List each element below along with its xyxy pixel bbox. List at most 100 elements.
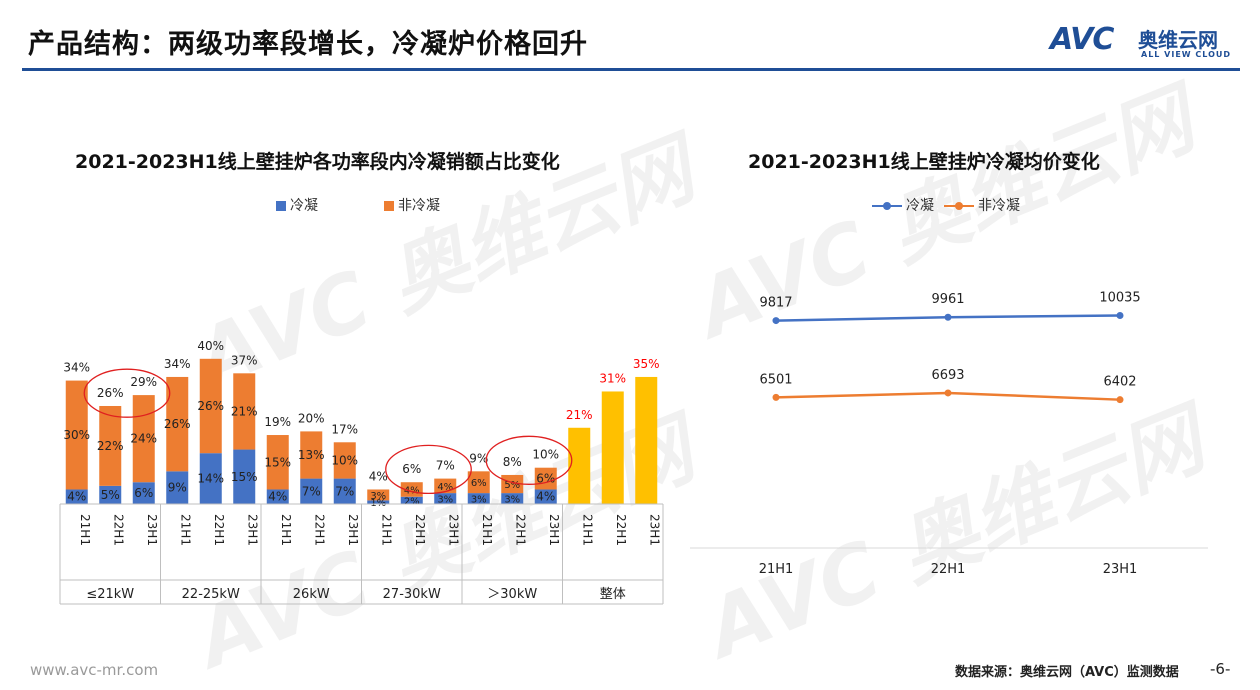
bar-condensing bbox=[501, 493, 524, 504]
data-label-total: 10% bbox=[532, 448, 559, 462]
bar-non-condensing bbox=[233, 373, 256, 450]
data-point bbox=[1116, 312, 1124, 320]
data-label-condensing: 3% bbox=[437, 495, 453, 506]
bar-legend-condensing: 冷凝 bbox=[276, 195, 318, 215]
group-label: ＞30kW bbox=[487, 587, 537, 602]
group-label: ≤21kW bbox=[86, 587, 134, 602]
data-label-non-condensing: 10% bbox=[331, 453, 358, 467]
highlight-circle bbox=[485, 435, 573, 485]
header-divider bbox=[22, 68, 1240, 71]
data-label-non-condensing: 5% bbox=[504, 480, 520, 491]
data-label-condensing: 7% bbox=[335, 484, 354, 498]
line-legend-non-condensing: 非冷凝 bbox=[944, 195, 1020, 215]
legend-label: 非冷凝 bbox=[398, 198, 440, 214]
data-label-condensing: 2% bbox=[404, 496, 420, 507]
bar-condensing bbox=[233, 449, 256, 504]
data-label-total: 17% bbox=[331, 422, 358, 436]
data-label-non-condensing: 30% bbox=[63, 428, 90, 442]
line-legend-condensing: 冷凝 bbox=[872, 195, 934, 215]
bar-condensing bbox=[266, 489, 289, 504]
bar-condensing bbox=[65, 489, 88, 504]
data-label-non-condensing: 21% bbox=[231, 404, 258, 418]
logo-chinese-name: 奥维云网 bbox=[1138, 28, 1218, 52]
data-point bbox=[1116, 396, 1124, 404]
legend-line-condensing bbox=[872, 202, 902, 210]
group-label: 26kW bbox=[293, 587, 330, 602]
data-label-total: 34% bbox=[63, 361, 90, 375]
data-label-total: 6% bbox=[402, 462, 421, 476]
group-label: 22-25kW bbox=[182, 587, 240, 602]
bar-condensing bbox=[434, 493, 457, 504]
bar-non-condensing bbox=[501, 474, 524, 494]
data-label-total: 7% bbox=[436, 459, 455, 473]
page-title: 产品结构：两级功率段增长，冷凝炉价格回升 bbox=[28, 29, 588, 60]
x-tick-label: 22H1 bbox=[111, 514, 125, 546]
x-tick-label: 23H1 bbox=[1103, 562, 1138, 577]
line-chart-title: 2021-2023H1线上壁挂炉冷凝均价变化 bbox=[748, 151, 1100, 173]
bar-condensing bbox=[166, 471, 189, 504]
data-label-non-condensing: 26% bbox=[164, 417, 191, 431]
x-tick-label: 22H1 bbox=[312, 514, 326, 546]
logo-english-name: ALL VIEW CLOUD bbox=[1141, 50, 1232, 59]
bar-condensing bbox=[467, 493, 490, 504]
avc-logo: AVC 奥维云网 ALL VIEW CLOUD bbox=[1050, 22, 1245, 62]
data-label-condensing: 6% bbox=[134, 486, 153, 500]
legend-label: 非冷凝 bbox=[978, 198, 1020, 214]
highlight-circle bbox=[385, 444, 472, 495]
bar-condensing bbox=[300, 478, 323, 504]
x-tick-label: 21H1 bbox=[178, 514, 192, 546]
stacked-bar-chart: 4% 30% 34% 21H1 5% 22% 26% 22H1 6% 24% 29% 23H1 9% 26… bbox=[59, 339, 664, 605]
group-label: 27-30kW bbox=[383, 587, 441, 602]
data-label-condensing: 4% bbox=[268, 490, 287, 504]
legend-label: 冷凝 bbox=[906, 198, 934, 214]
data-label-total: 8% bbox=[503, 455, 522, 469]
bar-condensing bbox=[367, 500, 390, 504]
logo-mark: AVC bbox=[1050, 22, 1114, 57]
x-tick-label: 22H1 bbox=[212, 514, 226, 546]
bar-condensing bbox=[99, 485, 122, 504]
data-label-total: 19% bbox=[264, 415, 291, 429]
bar-non-condensing bbox=[166, 376, 189, 472]
x-tick-label: 21H1 bbox=[480, 514, 494, 546]
data-label-total: 34% bbox=[164, 357, 191, 371]
page-number: -6- bbox=[1210, 660, 1231, 678]
data-label: 10035 bbox=[1099, 291, 1140, 306]
data-label-non-condensing: 22% bbox=[97, 439, 124, 453]
bar-condensing bbox=[400, 496, 423, 504]
data-label-total: 31% bbox=[599, 371, 626, 385]
data-label-total: 35% bbox=[633, 357, 660, 371]
legend-label: 冷凝 bbox=[290, 198, 318, 214]
footer-url: www.avc-mr.com bbox=[30, 661, 159, 679]
data-label-condensing: 4% bbox=[67, 490, 86, 504]
data-label-condensing: 7% bbox=[302, 484, 321, 498]
data-point bbox=[944, 389, 952, 397]
data-label-total: 29% bbox=[130, 375, 157, 389]
bar-non-condensing bbox=[266, 435, 289, 490]
data-label: 6402 bbox=[1103, 375, 1136, 390]
bar-non-condensing bbox=[333, 442, 356, 479]
bar-non-condensing bbox=[99, 405, 122, 486]
x-tick-label: 21H1 bbox=[759, 562, 794, 577]
bar-condensing bbox=[534, 489, 557, 504]
data-label-total: 26% bbox=[97, 386, 124, 400]
x-tick-label: 21H1 bbox=[279, 514, 293, 546]
data-label-condensing: 14% bbox=[197, 472, 224, 486]
data-point bbox=[944, 313, 952, 321]
data-label-non-condensing: 6% bbox=[471, 478, 487, 489]
data-label-non-condensing: 24% bbox=[130, 432, 157, 446]
footer-data-source: 数据来源：奥维云网（AVC）监测数据 bbox=[955, 665, 1179, 680]
data-label-total: 40% bbox=[197, 339, 224, 353]
bar-non-condensing bbox=[65, 380, 88, 490]
data-label-non-condensing: 15% bbox=[264, 455, 291, 469]
data-label-total: 9% bbox=[469, 451, 488, 465]
data-point bbox=[772, 393, 780, 401]
data-label-total: 4% bbox=[369, 469, 388, 483]
x-tick-label: 23H1 bbox=[446, 514, 460, 546]
data-label-total: 37% bbox=[231, 353, 258, 367]
bar-condensing bbox=[132, 482, 155, 504]
line-chart: 21H1 22H1 23H1 9817 9961 10035 6501 6693 6402 bbox=[690, 291, 1208, 577]
bar-overall bbox=[601, 391, 624, 504]
x-tick-label: 22H1 bbox=[413, 514, 427, 546]
data-label-non-condensing: 4% bbox=[437, 482, 453, 493]
bar-overall bbox=[568, 427, 591, 504]
